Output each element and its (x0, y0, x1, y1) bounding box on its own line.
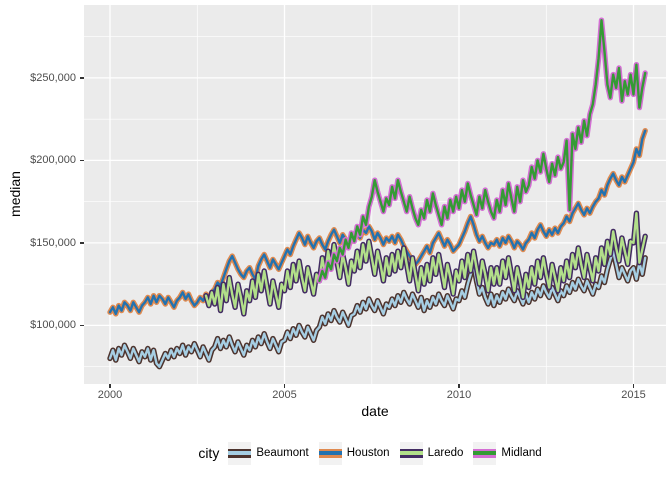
legend-key-core-bar (399, 451, 423, 455)
legend-key-beaumont (228, 441, 252, 465)
y-tick-label: $200,000 (30, 154, 76, 167)
x-tick-mark (632, 384, 635, 388)
legend-label: Laredo (427, 447, 464, 459)
legend-key-core-bar (228, 451, 252, 455)
legend-key-core-bar (473, 451, 497, 455)
plot-panel (84, 5, 666, 384)
x-tick-mark (109, 384, 111, 388)
legend-item-midland: Midland (473, 441, 542, 465)
x-tick-label: 2000 (97, 389, 123, 401)
legend-key-core-bar (318, 451, 342, 455)
x-axis-title: date (361, 403, 389, 419)
y-tick-label: $100,000 (30, 319, 76, 332)
x-tick-mark (458, 384, 460, 388)
legend-title: city (198, 445, 220, 461)
plot-canvas (84, 5, 666, 384)
y-tick-label: $150,000 (30, 236, 76, 249)
y-tick-label: $250,000 (30, 71, 76, 84)
x-tick-mark (283, 384, 286, 388)
legend-label: Beaumont (256, 447, 309, 459)
legend-item-beaumont: Beaumont (228, 441, 309, 465)
legend-key-laredo (399, 441, 423, 465)
y-tick-mark (80, 324, 84, 327)
legend-label: Midland (501, 447, 542, 459)
series-core-houston (108, 129, 647, 316)
y-tick-mark (80, 159, 84, 162)
legend-items: Beaumont Houston Laredo Midland (228, 441, 551, 465)
legend-key-midland (473, 441, 497, 465)
y-axis-title: median (7, 171, 23, 217)
legend-item-houston: Houston (318, 441, 390, 465)
x-tick-label: 2015 (621, 389, 646, 401)
series-core-beaumont (108, 249, 647, 368)
legend: city Beaumont Houston Laredo Midland (84, 436, 666, 470)
series-core-midland (318, 18, 647, 283)
x-tick-label: 2005 (272, 389, 297, 401)
legend-label: Houston (346, 447, 390, 459)
x-tick-label: 2010 (446, 389, 472, 401)
y-tick-mark (80, 77, 84, 79)
legend-key-houston (318, 441, 342, 465)
series-core-laredo (204, 211, 647, 316)
y-tick-mark (80, 242, 84, 244)
legend-item-laredo: Laredo (399, 441, 464, 465)
